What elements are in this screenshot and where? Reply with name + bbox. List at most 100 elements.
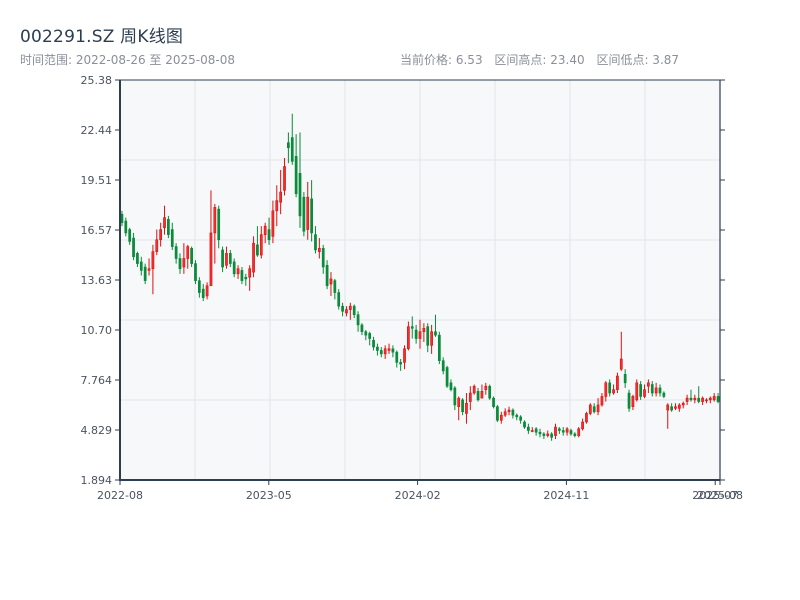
candle	[228, 249, 232, 268]
candle	[437, 331, 441, 365]
candle	[128, 227, 132, 245]
candle-body	[252, 242, 255, 273]
candle-body	[484, 385, 488, 390]
candle	[197, 277, 201, 298]
candle-body	[279, 191, 283, 203]
candle-body	[240, 270, 244, 281]
candle	[314, 226, 317, 254]
candle-body	[619, 358, 623, 370]
y-tick-label: 7.764	[81, 374, 113, 387]
candle-body	[372, 339, 375, 348]
candle	[410, 316, 414, 339]
candle	[685, 394, 689, 405]
candle	[267, 217, 271, 245]
candle-body	[364, 331, 368, 336]
candle-body	[565, 428, 569, 433]
candle	[217, 205, 221, 249]
candle-body	[457, 397, 461, 407]
candle	[511, 408, 515, 419]
candle	[492, 396, 495, 409]
candle	[337, 289, 341, 310]
candle	[298, 132, 302, 228]
candle-body	[592, 406, 596, 413]
candle-body	[569, 430, 573, 435]
candle	[151, 244, 155, 295]
candle-body	[693, 397, 697, 401]
candle	[569, 428, 573, 436]
candle-body	[267, 229, 271, 241]
candle-body	[650, 384, 654, 394]
candle	[414, 324, 418, 344]
candle	[530, 427, 534, 433]
y-tick-label: 19.51	[81, 174, 113, 187]
candle-body	[534, 428, 538, 433]
candle	[499, 411, 503, 424]
candle-body	[527, 426, 530, 431]
candle-body	[407, 326, 410, 350]
candle	[407, 321, 410, 351]
candle	[170, 222, 174, 250]
candle-body	[418, 331, 422, 339]
candle	[310, 180, 313, 242]
candle	[136, 251, 139, 268]
candle	[201, 284, 205, 302]
candle-body	[612, 389, 615, 394]
candle-body	[507, 409, 511, 413]
candle-body	[186, 246, 190, 259]
candle-body	[352, 305, 356, 315]
candle	[716, 393, 720, 404]
candle	[600, 393, 604, 407]
x-tick-label: 2025-08	[697, 489, 743, 502]
candle-body	[197, 280, 201, 293]
candle	[341, 302, 344, 317]
candle-body	[159, 229, 163, 241]
candle-body	[283, 166, 286, 191]
candle-body	[275, 200, 279, 212]
candle-body	[225, 253, 228, 266]
candle	[232, 258, 236, 278]
y-tick-label: 16.57	[81, 224, 113, 237]
candle-body	[314, 234, 317, 251]
candle	[519, 415, 523, 424]
candle-body	[422, 328, 426, 333]
candle	[167, 215, 170, 239]
candle	[445, 365, 449, 388]
candle-body	[298, 173, 302, 217]
candle	[379, 347, 383, 358]
candle-body	[360, 324, 364, 333]
candle	[271, 200, 275, 244]
candle	[345, 306, 348, 317]
candle	[155, 229, 159, 256]
candle	[283, 158, 286, 196]
candle	[132, 232, 135, 261]
candle-body	[716, 396, 720, 402]
candle-body	[194, 263, 197, 281]
candle-body	[530, 430, 534, 432]
candle	[143, 263, 147, 285]
candle	[441, 357, 445, 375]
candle-body	[170, 229, 174, 247]
candle-body	[554, 426, 557, 436]
candle-body	[674, 406, 677, 409]
candle	[159, 222, 163, 247]
candle	[635, 379, 639, 402]
period-high-label: 区间高点: 23.40	[494, 53, 585, 67]
candle-body	[588, 404, 592, 414]
x-tick-label: 2024-11	[543, 489, 589, 502]
current-price-label: 当前价格: 6.53	[400, 53, 483, 67]
candle	[364, 330, 368, 341]
candle	[294, 134, 298, 198]
candle-body	[712, 396, 716, 401]
candle-body	[426, 326, 430, 346]
candle	[306, 181, 310, 240]
candle-body	[213, 207, 217, 234]
chart-title: 002291.SZ 周K线图	[20, 27, 184, 47]
candle-body	[337, 292, 341, 307]
candle-body	[356, 314, 360, 326]
candle	[430, 324, 433, 354]
candle	[418, 319, 422, 349]
candle	[182, 243, 186, 274]
candle-body	[120, 213, 124, 224]
candle-body	[434, 331, 437, 336]
candle-body	[209, 232, 213, 287]
